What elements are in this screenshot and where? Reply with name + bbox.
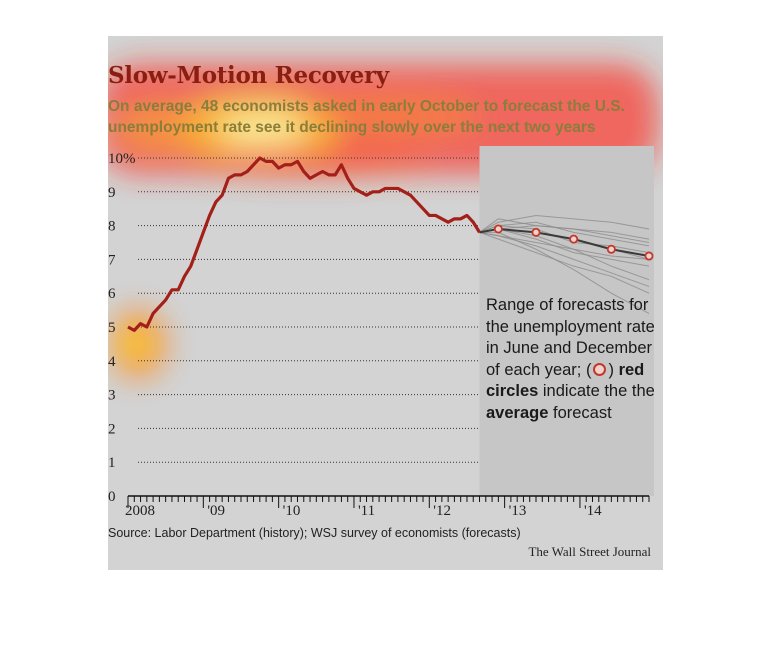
x-tick-label: '13 [509, 503, 527, 519]
average-forecast-circle [644, 251, 654, 261]
source-note: Source: Labor Department (history); WSJ … [108, 526, 521, 540]
y-tick-label: 9 [108, 185, 116, 201]
chart-subtitle: On average, 48 economists asked in early… [108, 98, 625, 136]
publisher-credit: The Wall Street Journal [528, 544, 651, 559]
average-forecast-circle [493, 224, 503, 234]
legend-bold-average: average [486, 403, 549, 422]
chart-card: Slow-Motion Recovery On average, 48 econ… [108, 36, 663, 570]
x-tick-label: '12 [433, 503, 451, 519]
y-tick-label: 4 [108, 354, 116, 370]
y-tick-label: 8 [108, 219, 116, 235]
forecast-legend: Range of forecasts for the unemployment … [486, 296, 655, 422]
history-series [127, 156, 481, 332]
y-tick-label: 10% [108, 151, 136, 167]
forecast-range-line [479, 231, 650, 294]
x-tick-label: 2008 [125, 503, 155, 519]
y-tick-label: 3 [108, 388, 116, 404]
average-forecast-circle [569, 234, 579, 244]
legend-text-2: indicate the the [542, 382, 655, 400]
x-tick-label: '09 [207, 503, 225, 519]
average-forecast-circle [531, 227, 541, 237]
history-line [127, 156, 481, 332]
chart-title: Slow-Motion Recovery [108, 62, 389, 89]
axes: 10% 9 8 7 6 5 4 3 2 1 0 2008 '09 '10 '11 '12 '13 '14 [108, 151, 650, 519]
forecast-shaded-region [479, 146, 654, 496]
legend-text-1: Range of forecasts for the unemployment … [486, 296, 655, 379]
x-tick-label: '10 [283, 503, 301, 519]
legend-bold-red-circles: red circles [486, 360, 645, 401]
x-tick-label: '14 [584, 503, 602, 519]
y-tick-label: 1 [108, 455, 116, 471]
y-tick-label: 7 [108, 252, 116, 268]
forecast-range-line [479, 218, 650, 243]
forecast-range-line [479, 214, 650, 233]
gridlines [138, 157, 649, 463]
y-tick-label: 6 [108, 286, 116, 302]
legend-text-3: forecast [552, 403, 612, 422]
red-circle-icon [593, 362, 607, 376]
unemployment-line-chart: 10% 9 8 7 6 5 4 3 2 1 0 2008 '09 '10 '11 '12 '13 '14 [108, 146, 654, 519]
y-tick-label: 0 [108, 489, 116, 505]
average-forecast-circle [606, 244, 616, 254]
forecast-average-circles [493, 224, 654, 261]
y-tick-label: 5 [108, 320, 116, 336]
x-tick-label: '11 [358, 503, 375, 519]
y-tick-label: 2 [108, 421, 116, 437]
